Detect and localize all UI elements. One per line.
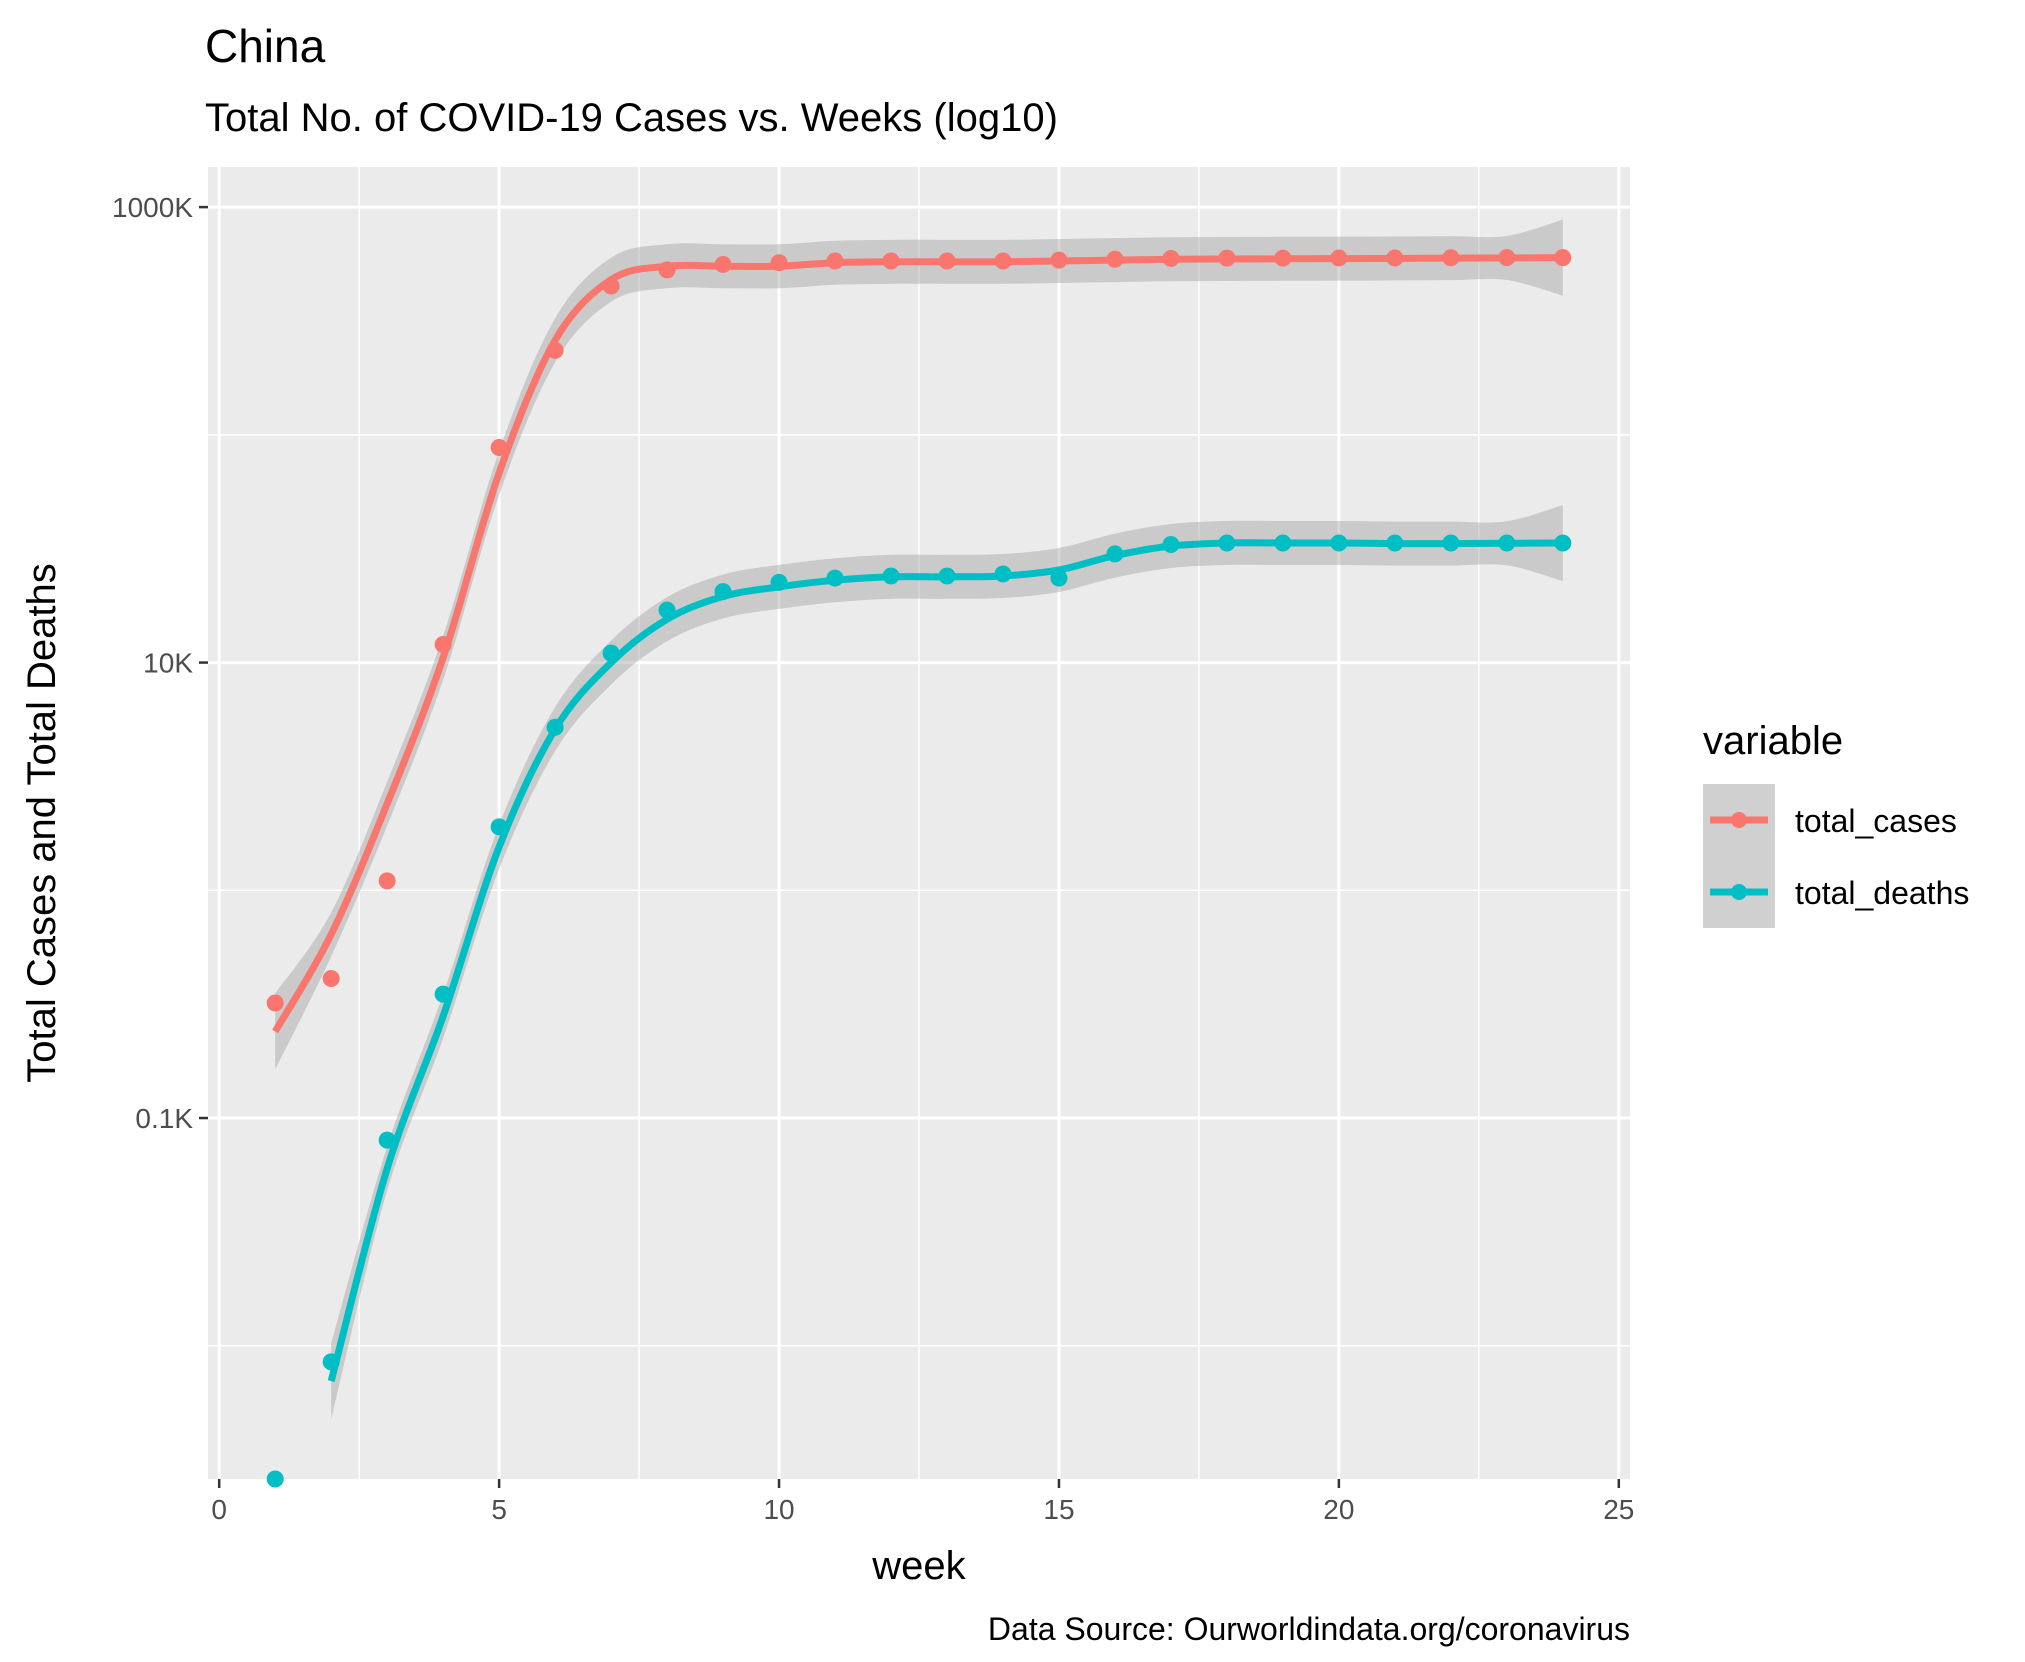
point-total_deaths bbox=[1330, 534, 1348, 552]
point-total_deaths bbox=[1498, 534, 1516, 552]
caption: Data Source: Ourworldindata.org/coronavi… bbox=[988, 1611, 1630, 1647]
point-total_cases bbox=[434, 636, 452, 654]
minor-gridlines bbox=[208, 167, 1630, 1479]
legend: variable total_cases total_deaths bbox=[1703, 719, 1969, 928]
y-tick-label: 10K bbox=[143, 648, 193, 679]
x-tick-label: 5 bbox=[491, 1494, 507, 1525]
point-total_cases bbox=[938, 252, 956, 270]
point-total_deaths bbox=[266, 1470, 284, 1488]
point-total_cases bbox=[1218, 249, 1236, 267]
line-total_cases bbox=[272, 254, 1563, 1034]
point-total_cases bbox=[658, 261, 676, 279]
point-total_cases bbox=[378, 872, 396, 890]
point-total_cases bbox=[826, 252, 844, 270]
legend-title: variable bbox=[1703, 719, 1843, 763]
x-tick-label: 15 bbox=[1043, 1494, 1074, 1525]
point-total_cases bbox=[714, 255, 732, 273]
point-total_deaths bbox=[770, 573, 788, 591]
x-tick-label: 10 bbox=[763, 1494, 794, 1525]
point-total_deaths bbox=[658, 601, 676, 619]
point-total_cases bbox=[1498, 249, 1516, 267]
point-total_cases bbox=[1106, 250, 1124, 268]
point-total_deaths bbox=[1554, 534, 1572, 552]
point-total_cases bbox=[602, 277, 620, 295]
legend-label-total-cases: total_cases bbox=[1795, 803, 1957, 839]
point-total_cases bbox=[1386, 249, 1404, 267]
x-axis-title: week bbox=[871, 1544, 966, 1588]
point-total_deaths bbox=[602, 644, 620, 662]
legend-label-total-deaths: total_deaths bbox=[1795, 875, 1969, 911]
x-tick-label: 20 bbox=[1323, 1494, 1354, 1525]
y-axis-title: Total Cases and Total Deaths bbox=[20, 563, 64, 1083]
point-total_cases bbox=[322, 969, 340, 987]
x-tick-label: 25 bbox=[1603, 1494, 1634, 1525]
point-total_deaths bbox=[1106, 545, 1124, 563]
x-axis: 0 5 10 15 20 25 bbox=[211, 1479, 1634, 1525]
point-total_cases bbox=[1554, 249, 1572, 267]
point-total_deaths bbox=[1050, 569, 1068, 587]
point-total_cases bbox=[770, 254, 788, 272]
point-total_cases bbox=[266, 994, 284, 1012]
point-total_cases bbox=[882, 252, 900, 270]
point-total_deaths bbox=[546, 718, 564, 736]
point-total_deaths bbox=[826, 569, 844, 587]
point-total_cases bbox=[1330, 249, 1348, 267]
data-points bbox=[266, 249, 1572, 1488]
point-total_deaths bbox=[1386, 534, 1404, 552]
point-total_cases bbox=[490, 438, 508, 456]
point-total_cases bbox=[1050, 251, 1068, 269]
point-total_deaths bbox=[490, 818, 508, 836]
point-total_deaths bbox=[882, 567, 900, 585]
point-total_cases bbox=[994, 252, 1012, 270]
chart-subtitle: Total No. of COVID-19 Cases vs. Weeks (l… bbox=[205, 96, 1058, 140]
point-total_cases bbox=[546, 341, 564, 359]
y-tick-label: 0.1K bbox=[135, 1103, 193, 1134]
point-total_deaths bbox=[322, 1353, 340, 1371]
point-total_deaths bbox=[1162, 535, 1180, 553]
point-total_deaths bbox=[1442, 534, 1460, 552]
point-total_deaths bbox=[714, 583, 732, 601]
point-total_deaths bbox=[434, 985, 452, 1003]
y-axis: 0.1K 10K 1000K bbox=[112, 192, 208, 1134]
point-total_deaths bbox=[938, 567, 956, 585]
y-tick-label: 1000K bbox=[112, 192, 193, 223]
point-total_deaths bbox=[1274, 534, 1292, 552]
legend-key-point-total-cases bbox=[1731, 812, 1747, 828]
point-total_cases bbox=[1162, 249, 1180, 267]
x-tick-label: 0 bbox=[211, 1494, 227, 1525]
point-total_deaths bbox=[378, 1131, 396, 1149]
point-total_deaths bbox=[994, 565, 1012, 583]
point-total_cases bbox=[1274, 249, 1292, 267]
point-total_deaths bbox=[1218, 534, 1236, 552]
chart-title: China bbox=[205, 20, 326, 72]
legend-key-point-total-deaths bbox=[1731, 884, 1747, 900]
point-total_cases bbox=[1442, 249, 1460, 267]
